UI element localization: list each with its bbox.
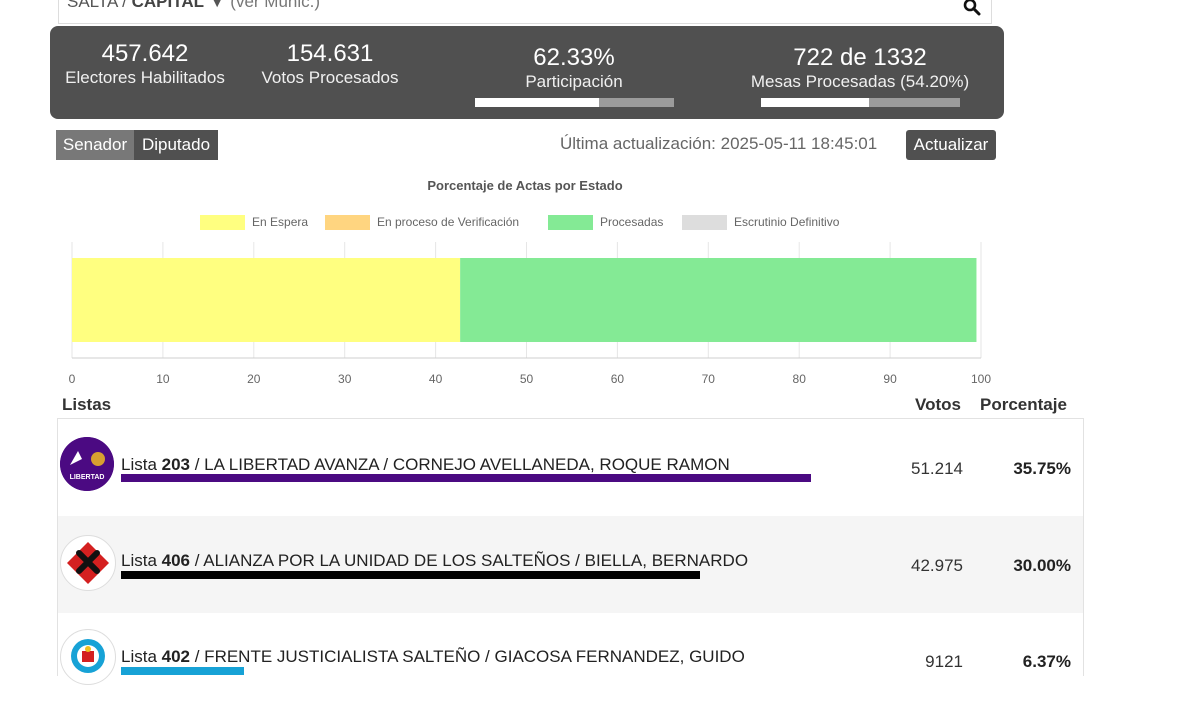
tables-processed-value: 722 de 1332 (793, 44, 927, 71)
votes-processed-stat: 154.631 Votos Procesados (250, 40, 410, 88)
tables-progress-bar (761, 98, 960, 107)
list-prefix: Lista (121, 551, 162, 570)
vote-share-bar (121, 474, 811, 482)
list-votes: 51.214 (911, 459, 963, 478)
legend-swatch (682, 215, 727, 230)
tables-progress-fill (761, 98, 869, 107)
x-tick-label: 80 (793, 372, 807, 386)
legend-label: En proceso de Verificación (377, 215, 520, 229)
x-tick-label: 0 (69, 372, 76, 386)
list-prefix: Lista (121, 455, 162, 474)
list-percent: 6.37% (1022, 652, 1071, 671)
department-name[interactable]: CAPITAL (131, 0, 204, 11)
chart-bar (72, 258, 461, 342)
list-item[interactable]: LIBERTAD Lista 203 / LA LIBERTAD AVANZA … (58, 419, 1083, 516)
legend-swatch (200, 215, 245, 230)
list-votes: 9121 (925, 652, 963, 671)
participation-progress-bar (475, 98, 674, 107)
list-percent: 30.00% (1013, 556, 1071, 575)
participation-label: Participación (525, 72, 623, 91)
x-tick-label: 40 (429, 372, 443, 386)
percent-header: Porcentaje (980, 395, 1067, 414)
results-list: LIBERTAD Lista 203 / LA LIBERTAD AVANZA … (57, 418, 1084, 685)
search-icon[interactable] (963, 0, 981, 16)
x-tick-label: 50 (520, 372, 534, 386)
participation-progress-fill (475, 98, 600, 107)
tables-processed-stat: 722 de 1332 Mesas Procesadas (54.20%) (730, 44, 990, 92)
x-tick-label: 70 (702, 372, 716, 386)
x-tick-label: 30 (338, 372, 352, 386)
list-title[interactable]: Lista 402 / FRENTE JUSTICIALISTA SALTEÑO… (121, 647, 745, 667)
list-description: / FRENTE JUSTICIALISTA SALTEÑO / GIACOSA… (190, 647, 745, 666)
vote-share-bar (121, 571, 700, 579)
votes-header: Votos (915, 395, 961, 414)
tables-processed-label: Mesas Procesadas (54.20%) (750, 72, 970, 91)
list-number: 406 (161, 551, 191, 570)
chart-bar (460, 258, 977, 342)
electors-label: Electores Habilitados (65, 68, 225, 87)
legend-label: En Espera (252, 215, 309, 229)
tab-senador[interactable]: Senador (56, 130, 134, 160)
x-tick-label: 10 (156, 372, 170, 386)
electors-stat: 457.642 Electores Habilitados (60, 40, 230, 88)
view-municipalities-link[interactable]: (ver Munic.) (230, 0, 321, 11)
list-prefix: Lista (121, 647, 162, 666)
votes-processed-value: 154.631 (286, 40, 374, 67)
x-tick-label: 20 (247, 372, 261, 386)
list-votes: 42.975 (911, 556, 963, 575)
participation-value: 62.33% (533, 44, 615, 71)
participation-stat: 62.33% Participación (474, 44, 674, 92)
list-description: / ALIANZA POR LA UNIDAD DE LOS SALTEÑOS … (190, 551, 749, 570)
list-number: 203 (161, 455, 191, 474)
province-name[interactable]: SALTA (67, 0, 118, 11)
dropdown-arrow-icon[interactable]: ▼ (208, 0, 226, 11)
location-search-bar[interactable]: SALTA / CAPITAL ▼ (ver Munic.) (58, 0, 992, 24)
list-percent: 35.75% (1013, 459, 1071, 478)
last-update-label: Última actualización: 2025-05-11 18:45:0… (560, 134, 878, 153)
refresh-button[interactable]: Actualizar (906, 130, 996, 160)
svg-text:LIBERTAD: LIBERTAD (70, 474, 105, 481)
party-logo-libertad-avanza: LIBERTAD (60, 437, 114, 491)
list-title[interactable]: Lista 203 / LA LIBERTAD AVANZA / CORNEJO… (121, 455, 730, 475)
legend-swatch (548, 215, 593, 230)
x-tick-label: 90 (883, 372, 897, 386)
chart-title: Porcentaje de Actas por Estado (427, 178, 623, 193)
acts-status-chart: 0 10 20 30 40 50 60 70 80 90 100 (69, 242, 991, 386)
location-breadcrumb[interactable]: SALTA / CAPITAL ▼ (ver Munic.) (67, 0, 320, 12)
legend-label: Escrutinio Definitivo (734, 215, 840, 229)
list-item[interactable]: Lista 406 / ALIANZA POR LA UNIDAD DE LOS… (58, 516, 1083, 613)
tab-diputado[interactable]: Diputado (134, 130, 218, 160)
x-tick-label: 100 (971, 372, 991, 386)
list-description: / LA LIBERTAD AVANZA / CORNEJO AVELLANED… (190, 455, 730, 474)
votes-processed-label: Votos Procesados (261, 68, 399, 87)
list-title[interactable]: Lista 406 / ALIANZA POR LA UNIDAD DE LOS… (121, 551, 748, 571)
lists-header: Listas (62, 395, 112, 414)
stats-panel: 457.642 Electores Habilitados 154.631 Vo… (50, 26, 1004, 119)
legend-label: Procesadas (600, 215, 664, 229)
list-item[interactable]: Lista 402 / FRENTE JUSTICIALISTA SALTEÑO… (58, 613, 1083, 710)
party-logo-alianza-unidad (60, 535, 116, 591)
vote-share-bar (121, 667, 244, 675)
party-logo-frente-justicialista (60, 629, 116, 685)
list-number: 402 (161, 647, 191, 666)
electors-value: 457.642 (101, 40, 189, 67)
legend-swatch (325, 215, 370, 230)
x-tick-label: 60 (611, 372, 625, 386)
breadcrumb-separator: / (117, 0, 132, 11)
